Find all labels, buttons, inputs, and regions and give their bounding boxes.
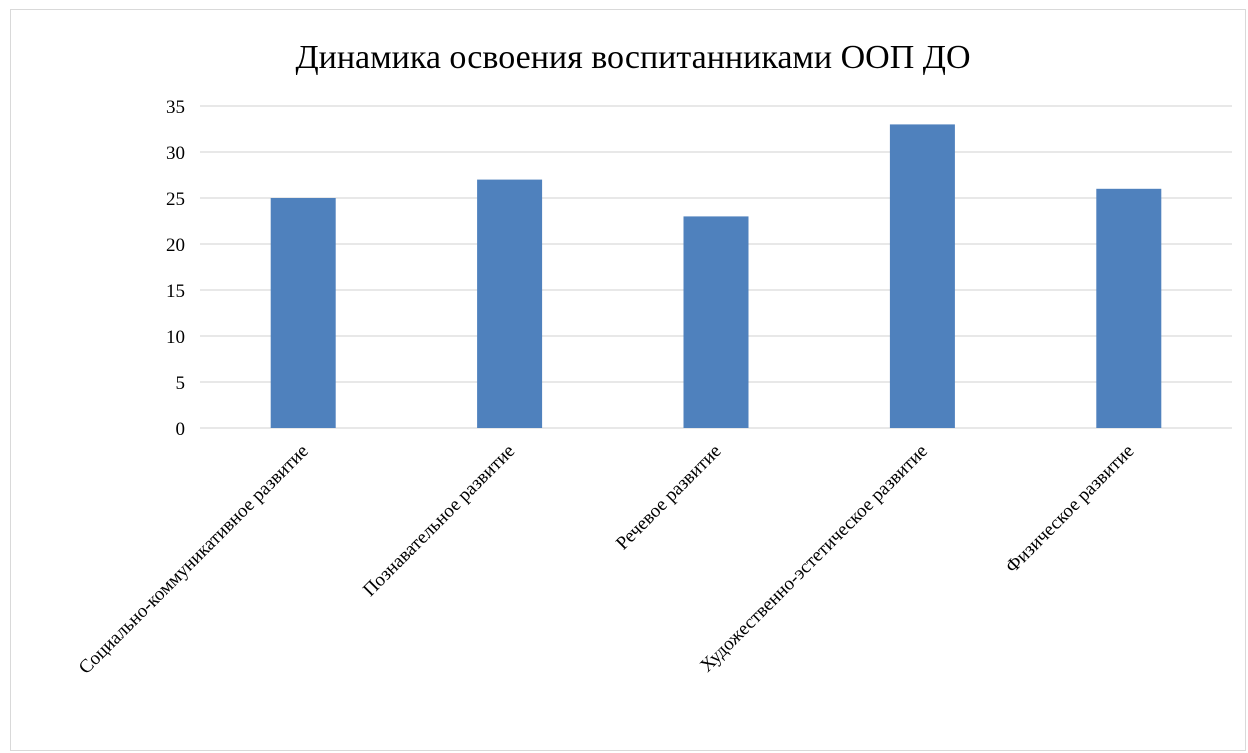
chart-frame	[10, 9, 1246, 751]
bars	[270, 124, 1162, 429]
x-category-label: Физическое развитие	[1002, 441, 1139, 578]
y-tick-label: 20	[166, 235, 185, 256]
x-axis-category-labels: Социально-коммуникативное развитие Познав…	[75, 441, 1138, 679]
bar	[270, 198, 336, 428]
y-tick-label: 15	[166, 281, 185, 302]
chart-title: Динамика освоения воспитанниками ООП ДО	[295, 39, 970, 76]
bar	[889, 124, 955, 429]
y-tick-label: 30	[166, 143, 185, 164]
y-tick-label: 25	[166, 189, 185, 210]
x-category-label: Художественно-эстетическое развитие	[696, 441, 932, 677]
bar	[477, 179, 543, 428]
y-tick-label: 35	[166, 97, 185, 118]
x-category-label: Речевое развитие	[612, 441, 726, 555]
y-tick-label: 0	[176, 419, 186, 440]
y-axis-tick-labels: 0 5 10 15 20 25 30 35	[166, 97, 185, 440]
x-category-label: Познавательное развитие	[359, 441, 519, 601]
y-tick-label: 10	[166, 327, 185, 348]
bar	[683, 216, 749, 428]
bar	[1096, 188, 1162, 428]
x-category-label: Социально-коммуникативное развитие	[75, 441, 313, 679]
y-tick-label: 5	[176, 373, 186, 394]
